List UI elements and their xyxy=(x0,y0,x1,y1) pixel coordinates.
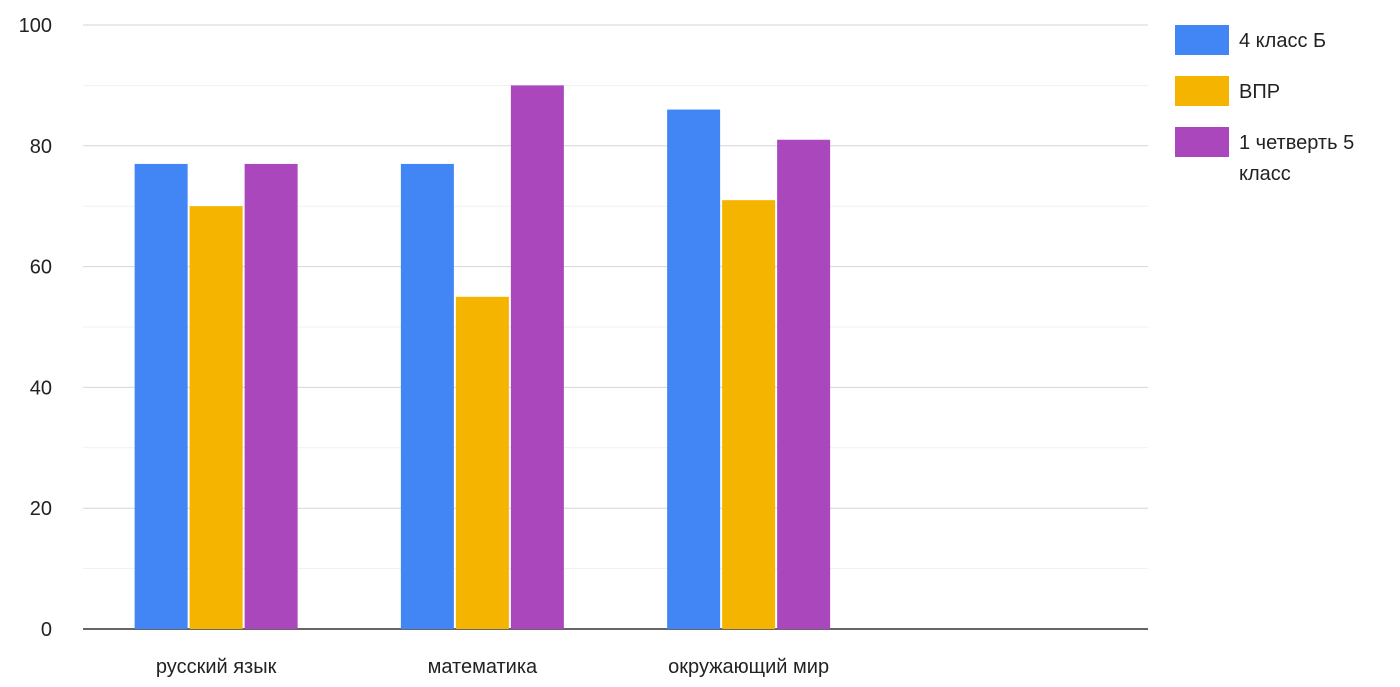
x-axis-ticks: русский язык математика окружающий мир xyxy=(156,656,829,678)
legend-swatch xyxy=(1175,25,1229,55)
bar xyxy=(510,85,564,629)
chart-bars xyxy=(134,85,831,630)
y-tick-label: 80 xyxy=(30,136,52,158)
legend-label: 4 класс Б xyxy=(1239,30,1326,52)
chart-legend: 4 класс Б ВПР 1 четверть 5 класс xyxy=(1175,25,1354,185)
legend-swatch xyxy=(1175,76,1229,106)
bar xyxy=(244,163,298,630)
x-tick-label: русский язык xyxy=(156,656,277,678)
bar xyxy=(667,109,721,629)
legend-label: ВПР xyxy=(1239,81,1280,103)
y-tick-label: 40 xyxy=(30,377,52,399)
y-tick-label: 60 xyxy=(30,257,52,279)
bar xyxy=(455,296,509,629)
legend-label: 1 четверть 5 класс xyxy=(1239,132,1354,185)
x-tick-label: математика xyxy=(428,656,538,678)
chart-grid xyxy=(83,24,1148,630)
y-tick-label: 20 xyxy=(30,498,52,520)
bar xyxy=(400,163,454,630)
y-tick-label: 0 xyxy=(41,619,52,641)
x-tick-label: окружающий мир xyxy=(668,656,829,678)
bar xyxy=(134,163,188,630)
legend-item: 1 четверть 5 класс xyxy=(1175,127,1354,185)
legend-item: 4 класс Б xyxy=(1175,25,1326,55)
bar xyxy=(777,139,831,629)
y-tick-label: 100 xyxy=(19,15,52,37)
bar xyxy=(722,200,776,629)
legend-item: ВПР xyxy=(1175,76,1280,106)
bar xyxy=(189,206,243,629)
legend-swatch xyxy=(1175,127,1229,157)
y-axis-ticks: 0 20 40 60 80 100 xyxy=(19,15,52,641)
